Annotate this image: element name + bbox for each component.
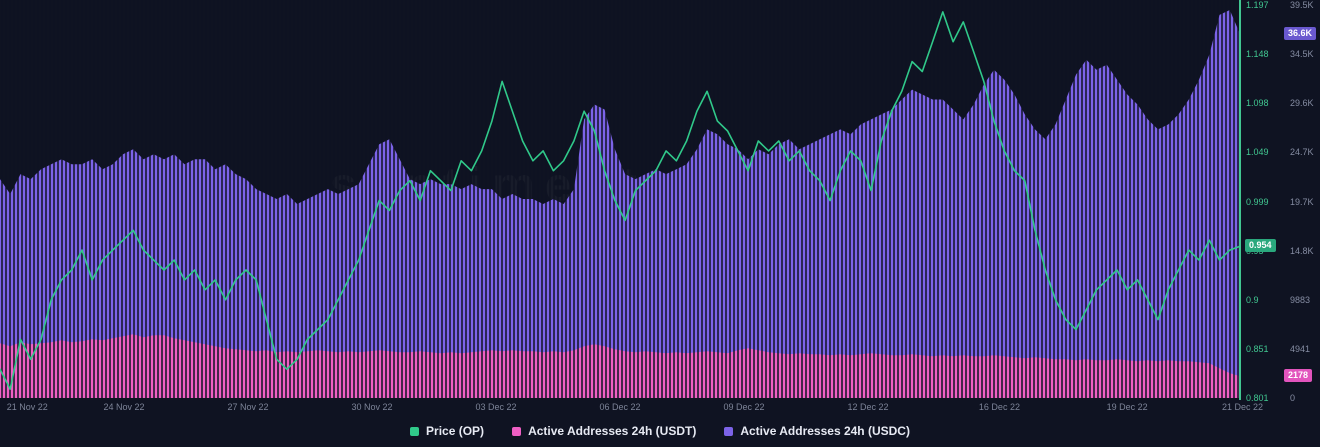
price-last-value-badge: 0.954: [1245, 239, 1276, 253]
x-axis-label: 09 Dec 22: [723, 402, 765, 412]
x-axis-labels: 21 Nov 22 24 Nov 22 27 Nov 22 30 Nov 22 03 D…: [0, 402, 1263, 415]
axis-tick: 34.5K: [1290, 49, 1314, 60]
x-axis-label: 24 Nov 22: [103, 402, 145, 412]
x-axis-label: 30 Nov 22: [351, 402, 393, 412]
legend-item-usdc[interactable]: Active Addresses 24h (USDC): [724, 424, 910, 438]
x-axis-label: 03 Dec 22: [475, 402, 517, 412]
x-axis-label: 16 Dec 22: [978, 402, 1020, 412]
legend-label-price: Price (OP): [426, 424, 485, 438]
x-axis-label: 21 Nov 22: [6, 402, 48, 412]
x-axis-label: 12 Dec 22: [847, 402, 889, 412]
x-axis-label: 19 Dec 22: [1106, 402, 1148, 412]
axis-tick: 0.9: [1246, 294, 1259, 305]
axis-tick: 14.8K: [1290, 245, 1314, 256]
x-axis-label: 27 Nov 22: [227, 402, 269, 412]
chart-plot-area[interactable]: [0, 0, 1242, 400]
legend: Price (OP) Active Addresses 24h (USDT) A…: [0, 424, 1320, 438]
axis-tick: 1.098: [1246, 98, 1269, 109]
axis-tick: 24.7K: [1290, 147, 1314, 158]
x-axis-label: 06 Dec 22: [599, 402, 641, 412]
axis-tick: 9883: [1290, 294, 1311, 305]
axis-tick: 39.5K: [1290, 0, 1314, 10]
axis-tick: 0: [1290, 393, 1296, 403]
x-axis-label: 21 Dec 22: [1221, 402, 1263, 412]
axis-tick: 4941: [1290, 343, 1311, 354]
legend-swatch-usdc: [724, 426, 734, 436]
legend-label-usdc: Active Addresses 24h (USDC): [740, 424, 910, 438]
legend-swatch-usdt: [512, 426, 522, 436]
legend-item-price[interactable]: Price (OP): [410, 424, 484, 438]
addresses-axis-ticks: 39.5K 34.5K 29.6K 24.7K 19.7K 14.8K 9883 4941 0: [1290, 0, 1320, 403]
axis-tick: 0.851: [1246, 343, 1269, 354]
legend-item-usdt[interactable]: Active Addresses 24h (USDT): [512, 424, 696, 438]
price-axis-ticks: 1.1971.1481.0981.0490.9990.950.90.8510.8…: [1246, 0, 1284, 403]
axis-tick: 1.049: [1246, 147, 1269, 158]
usdc-last-value-badge: 36.6K: [1284, 26, 1317, 40]
axis-tick: 19.7K: [1290, 196, 1314, 207]
axis-tick: 1.148: [1246, 49, 1269, 60]
axis-tick: 29.6K: [1290, 98, 1314, 109]
axis-tick: 1.197: [1246, 0, 1269, 10]
legend-swatch-price: [410, 426, 420, 436]
usdt-last-value-badge: 2178: [1284, 369, 1313, 383]
bar-stripes-overlay: [1, 0, 1239, 400]
price-line-series: [0, 11, 1241, 390]
legend-label-usdt: Active Addresses 24h (USDT): [528, 424, 697, 438]
axis-tick: 0.801: [1246, 393, 1269, 403]
axis-tick: 0.999: [1246, 196, 1269, 207]
